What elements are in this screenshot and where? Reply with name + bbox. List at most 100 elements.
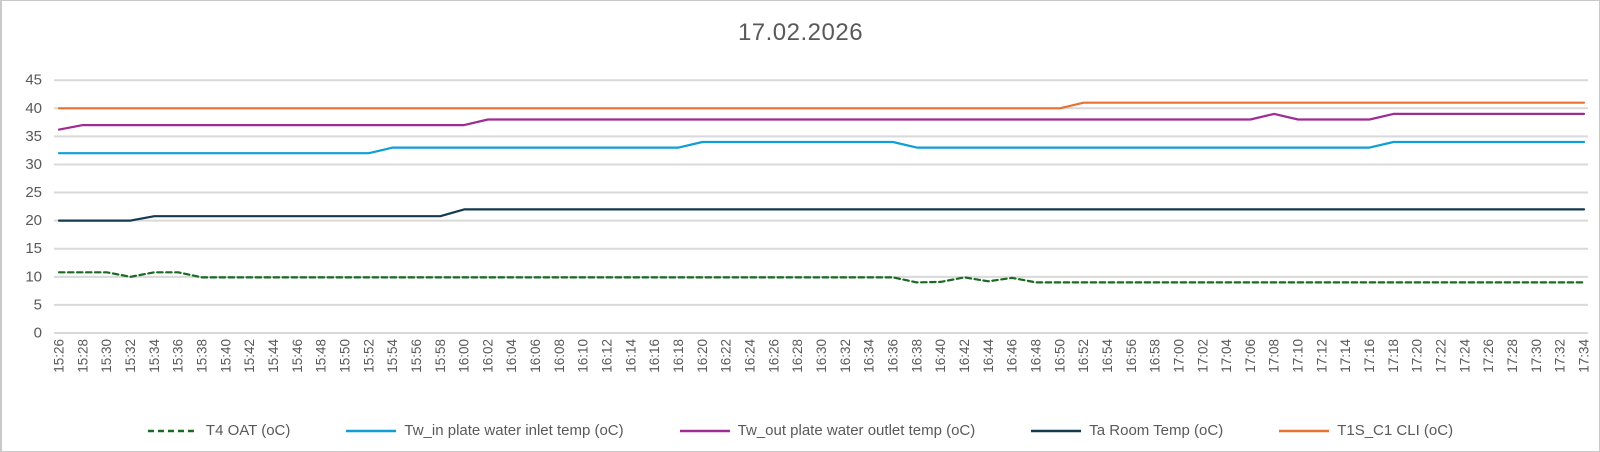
x-tick-label: 16:32 <box>838 339 853 373</box>
x-tick-label: 15:42 <box>242 339 257 373</box>
x-tick-label: 15:56 <box>409 339 424 373</box>
legend-item-t4-oat-oc[interactable]: T4 OAT (oC) <box>147 422 291 439</box>
series-tw-in-plate-water-inlet-temp-oc[interactable] <box>57 140 1586 155</box>
x-tick-label: 17:04 <box>1219 339 1234 373</box>
legend-label: Ta Room Temp (oC) <box>1089 422 1224 439</box>
series-tw-out-plate-water-outlet-temp-oc[interactable] <box>57 112 1586 131</box>
x-tick-label: 15:58 <box>433 339 448 373</box>
series-ta-room-temp-oc[interactable] <box>57 208 1586 222</box>
x-tick-label: 17:06 <box>1243 339 1258 373</box>
x-tick-label: 16:02 <box>480 339 495 373</box>
x-tick-label: 15:34 <box>147 339 162 373</box>
x-tick-label: 16:18 <box>671 339 686 373</box>
x-tick-label: 16:12 <box>600 339 615 373</box>
x-tick-label: 15:28 <box>75 339 90 373</box>
legend-line-swatch <box>346 429 397 432</box>
legend-label: T1S_C1 CLI (oC) <box>1337 422 1454 439</box>
x-tick-label: 16:00 <box>457 339 472 373</box>
x-tick-label: 17:18 <box>1386 339 1401 373</box>
x-tick-label: 15:32 <box>123 339 138 373</box>
y-tick-label: 35 <box>25 128 42 145</box>
x-tick-label: 17:20 <box>1410 339 1425 373</box>
x-tick-label: 17:32 <box>1553 339 1568 373</box>
x-tick-label: 17:24 <box>1457 339 1472 373</box>
x-tick-label: 16:38 <box>909 339 924 373</box>
x-tick-label: 17:22 <box>1434 339 1449 373</box>
x-tick-label: 16:20 <box>695 339 710 373</box>
x-tick-label: 16:16 <box>647 339 662 373</box>
series-t1s-c1-cli-oc[interactable] <box>57 101 1586 110</box>
x-tick-label: 17:16 <box>1362 339 1377 373</box>
x-tick-label: 16:50 <box>1052 339 1067 373</box>
legend-line-swatch <box>679 429 730 432</box>
x-tick-label: 15:30 <box>99 339 114 373</box>
x-tick-label: 16:28 <box>790 339 805 373</box>
x-axis-labels: 15:26 15:28 15:30 15:32 15:34 15:36 15:38 15:40… <box>52 339 1592 373</box>
x-tick-label: 16:40 <box>933 339 948 373</box>
legend: T4 OAT (oC) Tw_in plate water inlet temp … <box>2 422 1599 439</box>
x-tick-label: 15:26 <box>52 339 67 373</box>
y-tick-label: 0 <box>34 325 42 342</box>
x-tick-label: 15:36 <box>171 339 186 373</box>
x-tick-label: 17:10 <box>1291 339 1306 373</box>
y-tick-label: 30 <box>25 156 42 173</box>
legend-line-swatch <box>1279 429 1330 432</box>
series-t4-oat-oc[interactable] <box>57 271 1586 284</box>
gridlines <box>54 79 1588 334</box>
x-tick-label: 16:30 <box>814 339 829 373</box>
x-tick-label: 17:34 <box>1577 339 1592 373</box>
x-tick-label: 16:10 <box>576 339 591 373</box>
x-tick-label: 16:44 <box>981 339 996 373</box>
x-tick-label: 16:06 <box>528 339 543 373</box>
x-tick-label: 16:22 <box>719 339 734 373</box>
legend-item-tw-in-plate-water-inlet-temp-oc[interactable]: Tw_in plate water inlet temp (oC) <box>346 422 624 439</box>
series-lines <box>57 101 1586 284</box>
x-tick-label: 16:56 <box>1124 339 1139 373</box>
x-tick-label: 15:50 <box>337 339 352 373</box>
x-tick-label: 17:28 <box>1505 339 1520 373</box>
y-tick-label: 25 <box>25 184 42 201</box>
y-tick-label: 45 <box>25 72 42 89</box>
legend-line-swatch <box>147 429 198 432</box>
legend-label: Tw_in plate water inlet temp (oC) <box>404 422 624 439</box>
x-tick-label: 15:46 <box>290 339 305 373</box>
y-tick-label: 15 <box>25 240 42 257</box>
y-tick-label: 10 <box>25 268 42 285</box>
y-axis-labels: 0 5 10 15 20 25 30 35 40 45 <box>25 72 42 342</box>
x-tick-label: 16:26 <box>766 339 781 373</box>
x-tick-label: 16:54 <box>1100 339 1115 373</box>
x-tick-label: 16:08 <box>552 339 567 373</box>
x-tick-label: 16:46 <box>1005 339 1020 373</box>
x-tick-label: 16:52 <box>1076 339 1091 373</box>
x-tick-label: 15:44 <box>266 339 281 373</box>
y-tick-label: 20 <box>25 212 42 229</box>
x-tick-label: 16:14 <box>623 339 638 373</box>
x-tick-label: 17:14 <box>1338 339 1353 373</box>
y-tick-label: 5 <box>34 296 42 313</box>
x-tick-label: 16:36 <box>885 339 900 373</box>
chart-title: 17.02.2026 <box>737 19 864 46</box>
x-tick-label: 17:08 <box>1267 339 1282 373</box>
x-tick-label: 15:38 <box>194 339 209 373</box>
x-tick-label: 16:34 <box>862 339 877 373</box>
x-tick-label: 15:40 <box>218 339 233 373</box>
legend-item-ta-room-temp-oc[interactable]: Ta Room Temp (oC) <box>1031 422 1223 439</box>
x-tick-label: 17:12 <box>1314 339 1329 373</box>
x-tick-label: 16:48 <box>1028 339 1043 373</box>
y-tick-label: 40 <box>25 100 42 117</box>
x-tick-label: 16:42 <box>957 339 972 373</box>
legend-item-t1s-c1-cli-oc[interactable]: T1S_C1 CLI (oC) <box>1279 422 1453 439</box>
x-tick-label: 15:48 <box>314 339 329 373</box>
x-tick-label: 16:58 <box>1148 339 1163 373</box>
legend-label: Tw_out plate water outlet temp (oC) <box>737 422 976 439</box>
x-tick-label: 15:52 <box>361 339 376 373</box>
x-tick-label: 17:00 <box>1171 339 1186 373</box>
legend-label: T4 OAT (oC) <box>205 422 291 439</box>
legend-item-tw-out-plate-water-outlet-temp-oc[interactable]: Tw_out plate water outlet temp (oC) <box>679 422 976 439</box>
x-tick-label: 15:54 <box>385 339 400 373</box>
x-tick-label: 17:26 <box>1481 339 1496 373</box>
x-tick-label: 16:24 <box>743 339 758 373</box>
x-tick-label: 17:30 <box>1529 339 1544 373</box>
